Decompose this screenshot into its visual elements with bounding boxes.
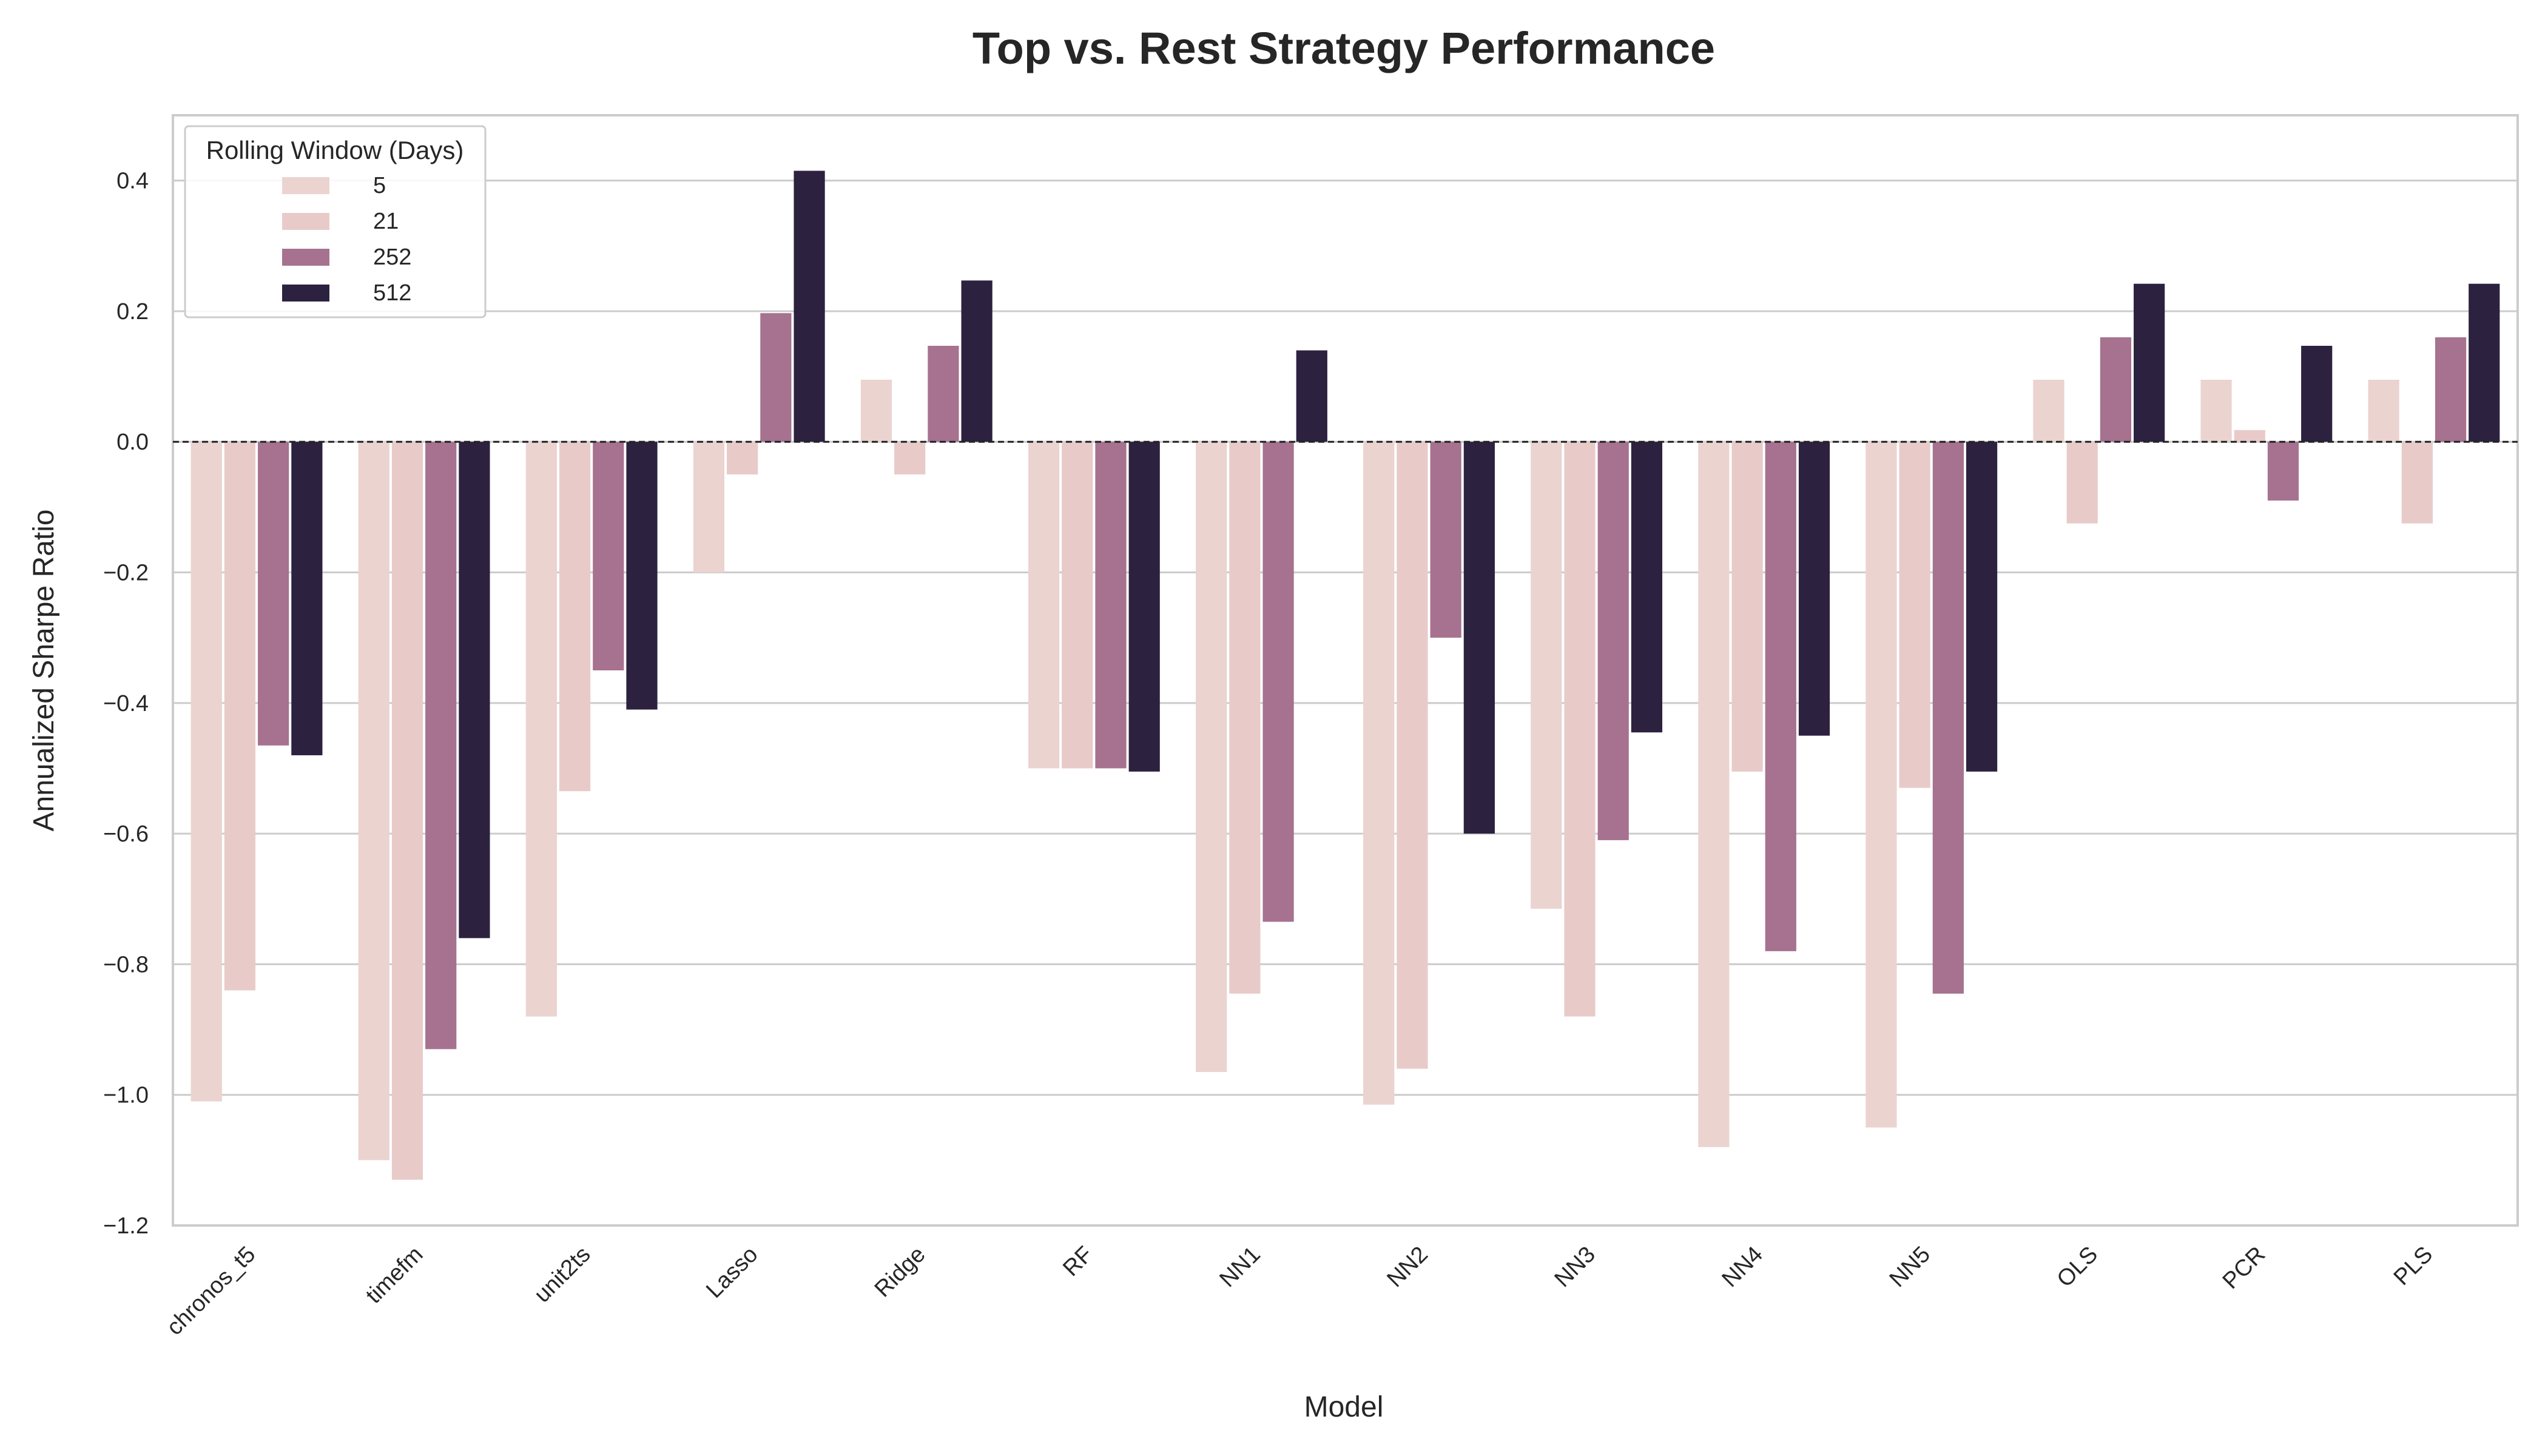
legend-label: 21 <box>373 209 399 234</box>
bar-NN2-5 <box>1363 442 1395 1105</box>
legend-label: 512 <box>373 280 411 306</box>
bar-NN3-252 <box>1597 442 1629 840</box>
bar-Ridge-5 <box>860 379 892 442</box>
plot-area <box>172 114 2519 1227</box>
legend-title: Rolling Window (Days) <box>206 136 464 164</box>
chart-title: Top vs. Rest Strategy Performance <box>972 23 1715 73</box>
x-axis-label: Model <box>1304 1391 1384 1423</box>
y-tick-label: −0.8 <box>103 952 149 977</box>
bar-NN2-512 <box>1463 442 1495 834</box>
bar-PCR-21 <box>2234 430 2265 442</box>
bar-OLS-21 <box>2066 442 2098 524</box>
bar-NN5-5 <box>1866 442 1897 1128</box>
bar-timefm-21 <box>391 442 423 1180</box>
legend: Rolling Window (Days) 5 21 252 512 <box>184 125 487 318</box>
legend-swatch <box>282 285 329 302</box>
bar-unit2ts-5 <box>525 442 557 1017</box>
bar-NN2-252 <box>1430 442 1461 638</box>
bar-timefm-5 <box>358 442 389 1161</box>
bar-NN1-5 <box>1196 442 1227 1073</box>
bar-NN1-21 <box>1229 442 1261 994</box>
y-axis-label: Annualized Sharpe Ratio <box>28 509 60 831</box>
bar-PCR-5 <box>2200 379 2232 442</box>
bar-RF-512 <box>1128 442 1160 772</box>
bar-PLS-21 <box>2401 442 2433 524</box>
bar-RF-21 <box>1062 442 1093 769</box>
y-tick-label: 0.0 <box>116 430 149 455</box>
bar-Lasso-512 <box>794 170 825 442</box>
bar-chronos_t5-252 <box>258 442 289 746</box>
bar-PLS-512 <box>2469 283 2500 442</box>
bar-Ridge-252 <box>928 345 959 442</box>
bar-NN5-21 <box>1899 442 1930 788</box>
y-tick-label: 0.4 <box>116 169 149 194</box>
bar-NN4-5 <box>1698 442 1730 1147</box>
bar-PLS-5 <box>2368 379 2399 442</box>
bar-unit2ts-252 <box>593 442 624 670</box>
y-tick-label: −1.0 <box>103 1083 149 1108</box>
legend-swatch <box>282 213 329 230</box>
bar-NN3-5 <box>1531 442 1562 909</box>
bar-Ridge-512 <box>961 280 993 442</box>
bar-OLS-252 <box>2100 337 2132 442</box>
y-tick-label: −0.4 <box>103 691 149 716</box>
bar-Ridge-21 <box>894 442 926 475</box>
bar-NN4-512 <box>1798 442 1830 736</box>
y-tick-label: −0.2 <box>103 561 149 586</box>
bar-NN3-21 <box>1564 442 1596 1017</box>
bar-NN1-512 <box>1296 350 1327 442</box>
bar-NN5-512 <box>1966 442 1998 772</box>
bar-OLS-512 <box>2134 283 2165 442</box>
bar-timefm-512 <box>459 442 490 939</box>
bar-NN1-252 <box>1262 442 1294 922</box>
bar-RF-252 <box>1095 442 1127 769</box>
bars <box>190 170 2500 1180</box>
bar-Lasso-5 <box>693 442 725 573</box>
y-tick-label: 0.2 <box>116 299 149 325</box>
bar-Lasso-252 <box>760 313 792 442</box>
bar-NN4-252 <box>1765 442 1796 951</box>
bar-chronos_t5-21 <box>224 442 256 991</box>
bar-chronos_t5-5 <box>190 442 222 1102</box>
bar-PLS-252 <box>2435 337 2467 442</box>
bar-NN3-512 <box>1631 442 1663 733</box>
y-axis-ticks: −1.2 −1.0 −0.8 −0.6 −0.4 −0.2 0.0 0.2 0.4 <box>103 169 149 1239</box>
bar-NN5-252 <box>1932 442 1964 994</box>
legend-label: 252 <box>373 244 411 270</box>
bar-PCR-512 <box>2301 345 2333 442</box>
legend-label: 5 <box>373 173 386 198</box>
legend-box <box>184 125 487 318</box>
bar-OLS-5 <box>2033 379 2064 442</box>
bar-RF-5 <box>1028 442 1060 769</box>
legend-swatch <box>282 249 329 266</box>
bar-PCR-252 <box>2267 442 2299 501</box>
bar-unit2ts-512 <box>626 442 658 710</box>
bar-timefm-252 <box>425 442 457 1050</box>
y-tick-label: −0.6 <box>103 821 149 847</box>
bar-NN2-21 <box>1397 442 1428 1069</box>
bar-unit2ts-21 <box>559 442 591 792</box>
bar-chronos_t5-512 <box>291 442 323 755</box>
bar-Lasso-21 <box>727 442 758 475</box>
bar-NN4-21 <box>1731 442 1763 772</box>
legend-swatch <box>282 177 329 194</box>
y-tick-label: −1.2 <box>103 1213 149 1239</box>
